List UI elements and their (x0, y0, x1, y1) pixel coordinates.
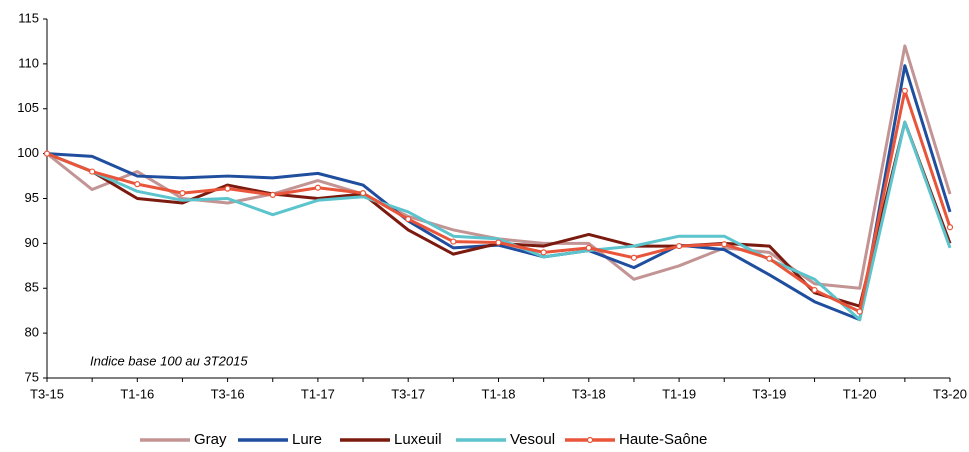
point (179, 190, 186, 197)
point (43, 150, 51, 157)
x-tick-label: T1-19 (662, 386, 696, 401)
point (585, 244, 592, 251)
legend-label: Vesoul (510, 431, 555, 448)
y-tick-label: 90 (25, 235, 39, 250)
point (495, 239, 502, 246)
point (766, 255, 773, 262)
x-tick-label: T3-20 (933, 386, 967, 401)
x-tick-label: T3-17 (391, 386, 425, 401)
y-tick-label: 85 (25, 280, 39, 295)
point (540, 249, 547, 256)
x-tick-label: T3-19 (752, 386, 786, 401)
legend-label: Luxeuil (394, 431, 442, 448)
point (856, 308, 863, 315)
point (675, 242, 683, 250)
point (359, 190, 367, 197)
y-tick-label: 100 (17, 145, 39, 160)
point (314, 184, 321, 191)
legend-label: Lure (292, 431, 322, 448)
point (269, 191, 276, 199)
y-tick-label: 75 (25, 369, 39, 384)
point (224, 185, 231, 192)
annotation: Indice base 100 au 3T2015 (90, 353, 248, 368)
x-tick-label: T1-16 (120, 386, 154, 401)
point (901, 87, 908, 94)
x-tick-label: T1-17 (301, 386, 335, 401)
x-tick-label: T3-18 (572, 386, 606, 401)
y-tick-label: 95 (25, 190, 39, 205)
point (630, 254, 638, 261)
point (405, 216, 412, 223)
point (721, 241, 728, 248)
point (946, 224, 954, 231)
x-tick-label: T3-16 (211, 386, 245, 401)
x-tick-label: T1-20 (843, 386, 877, 401)
legend-label: Haute-Saône (619, 431, 707, 448)
x-tick-label: T1-18 (482, 386, 516, 401)
legend-label: Gray (194, 431, 227, 448)
y-tick-label: 105 (17, 100, 39, 115)
x-tick-label: T3-15 (30, 386, 64, 401)
y-tick-label: 115 (18, 10, 39, 25)
legend-marker (586, 436, 594, 444)
point (450, 238, 457, 245)
y-tick-label: 110 (18, 55, 39, 70)
series-line (46, 120, 952, 322)
point (89, 168, 96, 175)
series-line (46, 44, 952, 290)
point (811, 286, 818, 294)
y-tick-label: 80 (25, 325, 39, 340)
point (134, 181, 141, 188)
